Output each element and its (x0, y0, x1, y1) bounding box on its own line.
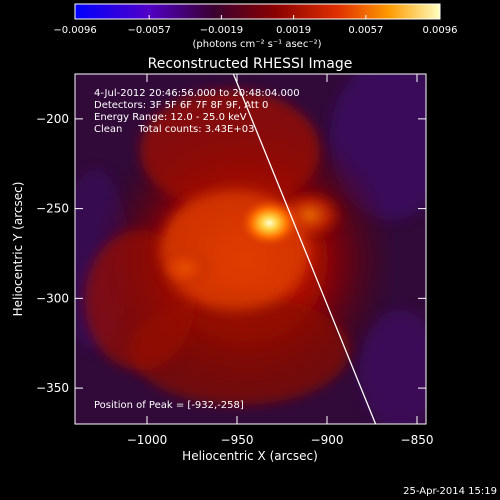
x-tick-label: −850 (401, 433, 434, 447)
annotation-peak-position: Position of Peak = [-932,-258] (94, 400, 244, 411)
chart-title: Reconstructed RHESSI Image (148, 56, 353, 72)
colorbar-ticks: −0.0096 −0.0057 −0.0019 0.0019 0.0057 0.0096 (53, 15, 458, 36)
y-tick-label: −250 (36, 202, 69, 216)
y-tick-label: −300 (36, 291, 69, 305)
colorbar-unit-label: (photons cm⁻² s⁻¹ asec⁻²) (192, 39, 321, 50)
peak-source (237, 196, 302, 249)
purple-region-lower-right (360, 310, 426, 424)
footer-date: 25-Apr-2014 15:19 (403, 486, 497, 497)
annotation-detectors: Detectors: 3F 5F 6F 7F 8F 9F, Att 0 (94, 100, 268, 111)
image-area (75, 74, 426, 424)
colorbar-tick-label: −0.0019 (200, 25, 243, 36)
emission-arm-upper (140, 90, 320, 210)
y-tick-label: −350 (36, 381, 69, 395)
x-tick-label: −950 (221, 433, 254, 447)
x-tick-label: −1000 (127, 433, 168, 447)
colorbar: −0.0096 −0.0057 −0.0019 0.0019 0.0057 0.0096 … (53, 3, 458, 50)
x-tick-label: −900 (311, 433, 344, 447)
colorbar-tick-label: −0.0096 (53, 25, 96, 36)
annotation-time-range: 4-Jul-2012 20:46:56.000 to 20:48:04.000 (94, 88, 300, 99)
plot-frame (74, 73, 427, 425)
colorbar-tick-label: 0.0096 (423, 25, 458, 36)
colorbar-gradient (74, 3, 441, 20)
colorbar-tick-label: 0.0057 (348, 25, 383, 36)
colorbar-tick-label: −0.0057 (127, 25, 170, 36)
y-axis-label: Heliocentric Y (arcsec) (11, 182, 25, 317)
x-axis-label: Heliocentric X (arcsec) (182, 449, 318, 463)
annotation-clean-info: Clean Total counts: 3.43E+03 (94, 124, 254, 135)
axis-ticks: −1000 −950 −900 −850 −350 −300 −250 −200 (36, 74, 433, 447)
y-tick-label: −200 (36, 112, 69, 126)
colorbar-tick-label: 0.0019 (276, 25, 311, 36)
annotation-energy-range: Energy Range: 12.0 - 25.0 keV (94, 112, 247, 123)
solar-limb-line (232, 74, 377, 424)
